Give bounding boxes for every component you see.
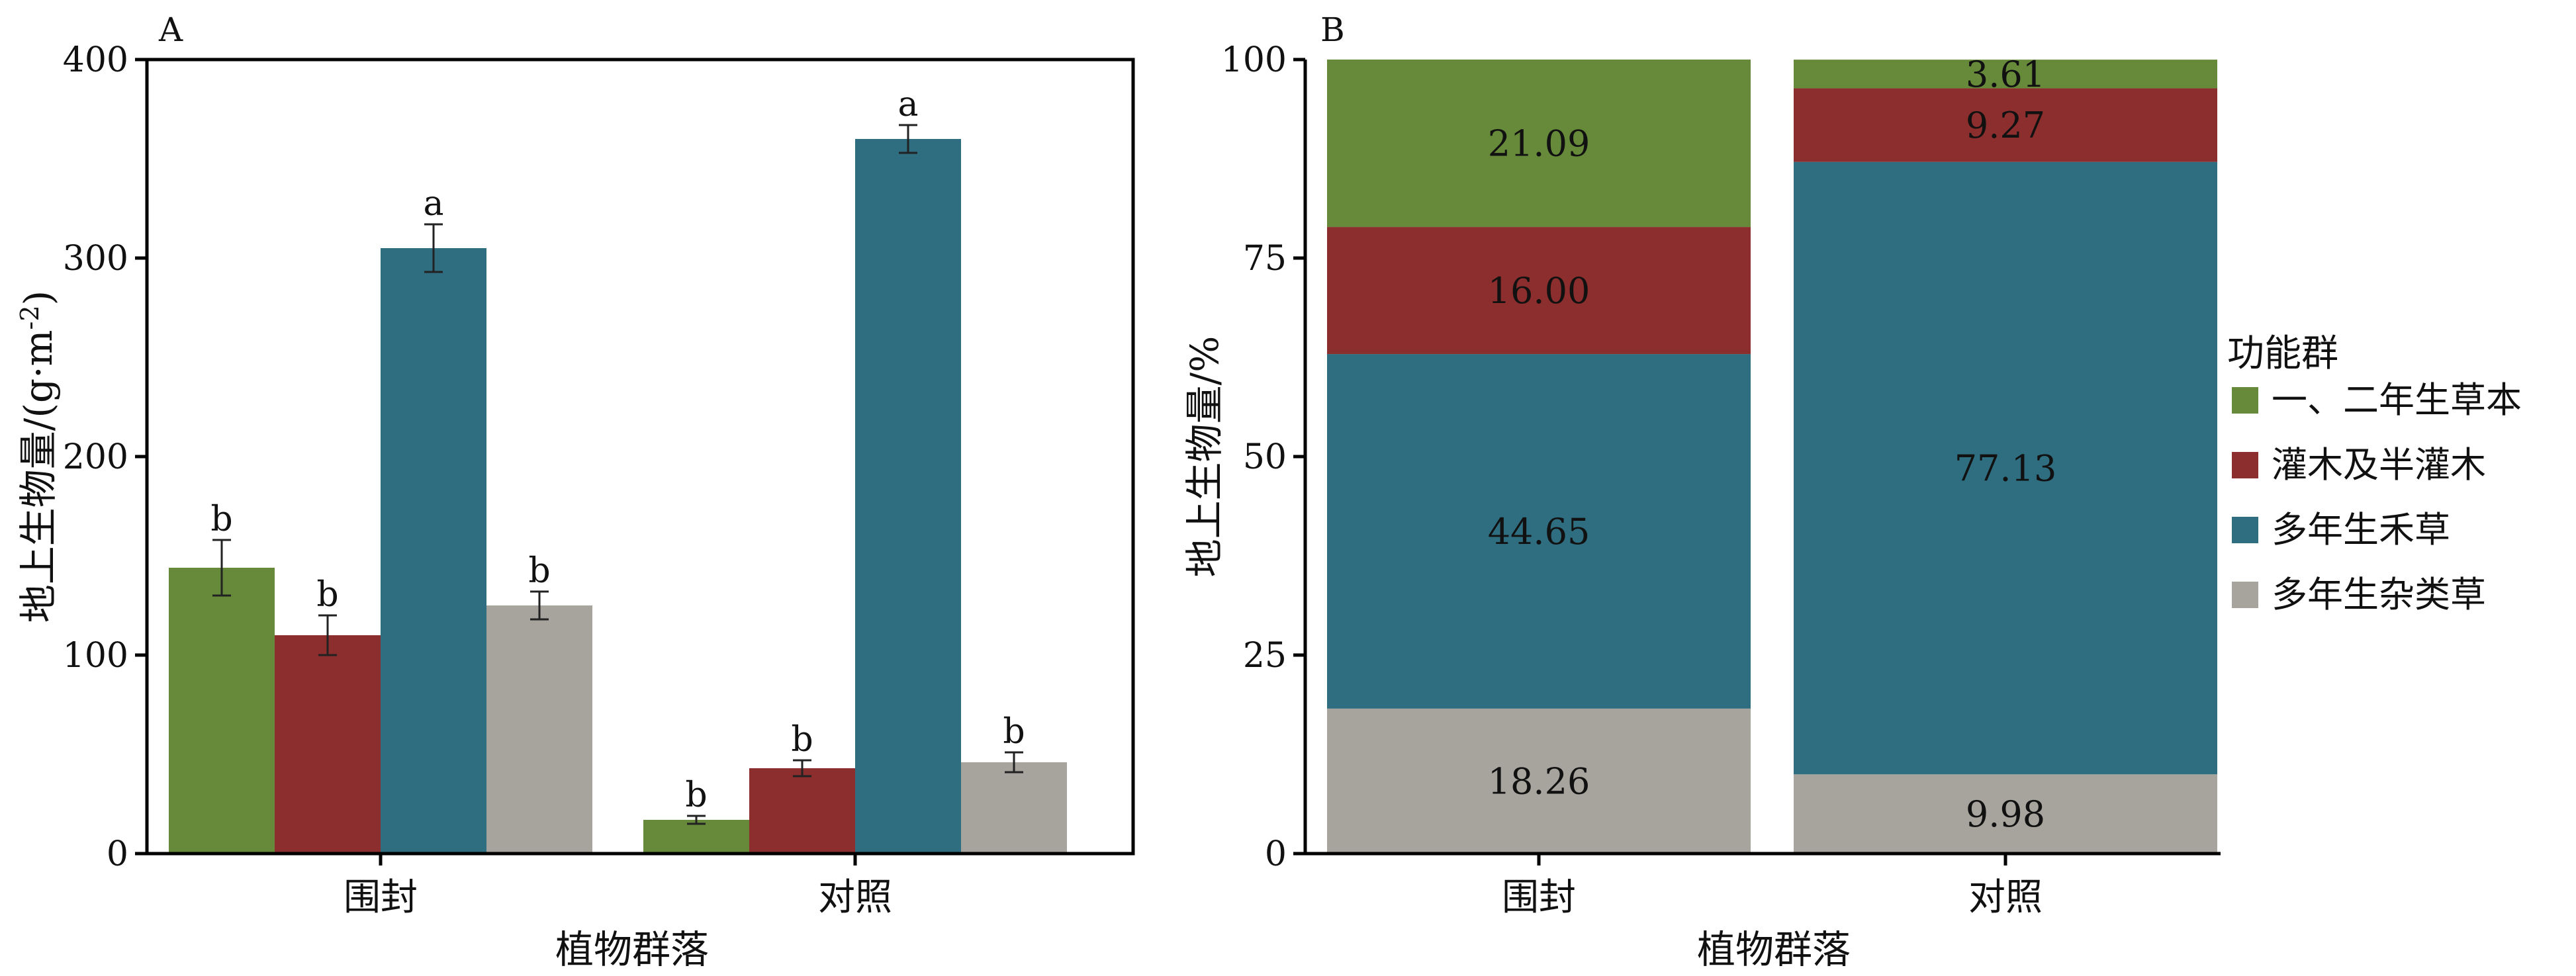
bar bbox=[855, 139, 961, 854]
y-tick-label: 0 bbox=[107, 834, 128, 874]
x-tick-label: 对照 bbox=[1968, 876, 2043, 919]
significance-letter: b bbox=[316, 575, 338, 615]
x-axis-title: 植物群落 bbox=[555, 927, 709, 972]
significance-letter: b bbox=[528, 551, 550, 591]
legend-label: 灌木及半灌木 bbox=[2272, 444, 2486, 486]
significance-letter: b bbox=[791, 720, 813, 760]
legend-label: 多年生杂类草 bbox=[2272, 574, 2486, 615]
bar bbox=[749, 768, 855, 854]
y-axis-title: 地上生物量/% bbox=[1182, 336, 1227, 578]
legend-title: 功能群 bbox=[2227, 332, 2338, 375]
legend-swatch bbox=[2232, 582, 2258, 608]
stacked-segment bbox=[1794, 774, 2217, 854]
panel-label: A bbox=[158, 11, 183, 49]
bar bbox=[486, 605, 592, 854]
segment-value-label: 9.98 bbox=[1966, 793, 2045, 835]
y-tick-label: 75 bbox=[1243, 239, 1287, 279]
bar bbox=[643, 820, 749, 854]
chart-panel-b: B 18.26 44.65 16.00 21.09 9.98 77.13 9.27 3.61 0 2… bbox=[1182, 11, 2522, 972]
legend-label: 多年生禾草 bbox=[2272, 509, 2450, 551]
y-tick-label: 400 bbox=[63, 40, 128, 80]
y-tick-label: 50 bbox=[1243, 437, 1287, 477]
y-tick-label: 25 bbox=[1243, 636, 1287, 676]
x-tick-label: 围封 bbox=[344, 876, 418, 919]
segment-value-label: 16.00 bbox=[1488, 270, 1590, 312]
significance-letter: a bbox=[897, 85, 918, 124]
stacked-segment bbox=[1327, 354, 1751, 709]
legend-swatch bbox=[2232, 517, 2258, 543]
y-axis-title-close: ) bbox=[16, 290, 61, 306]
y-tick-label: 100 bbox=[63, 636, 128, 676]
bar bbox=[381, 248, 486, 854]
significance-letter: b bbox=[1003, 712, 1025, 752]
stacked-segment bbox=[1327, 60, 1751, 228]
x-tick-label: 对照 bbox=[818, 876, 892, 919]
legend-swatch bbox=[2232, 452, 2258, 478]
significance-letter: a bbox=[423, 184, 443, 224]
y-tick-label: 200 bbox=[63, 437, 128, 477]
stacked-segment bbox=[1794, 161, 2217, 775]
x-tick-label: 围封 bbox=[1502, 876, 1576, 919]
segment-value-label: 9.27 bbox=[1966, 105, 2045, 146]
bar bbox=[275, 635, 381, 854]
segment-value-label: 21.09 bbox=[1488, 123, 1590, 165]
significance-letter: b bbox=[210, 500, 232, 539]
y-axis-title-main: 地上生物量/(g·m bbox=[16, 330, 61, 623]
legend-swatch bbox=[2232, 387, 2258, 414]
bar bbox=[961, 762, 1067, 854]
panel-label: B bbox=[1320, 11, 1345, 49]
segment-value-label: 3.61 bbox=[1966, 54, 2045, 95]
y-axis-title: 地上生物量/(g·m-2) bbox=[15, 290, 61, 623]
legend-label: 一、二年生草本 bbox=[2272, 379, 2522, 421]
segment-value-label: 77.13 bbox=[1955, 447, 2057, 489]
segment-value-label: 18.26 bbox=[1488, 760, 1590, 802]
significance-letter: b bbox=[685, 776, 707, 815]
y-tick-label: 300 bbox=[63, 239, 128, 279]
y-tick-label: 100 bbox=[1221, 40, 1287, 80]
stacked-segment bbox=[1794, 60, 2217, 89]
segment-value-label: 44.65 bbox=[1488, 511, 1590, 553]
y-tick-label: 0 bbox=[1265, 834, 1287, 874]
y-axis-title-superscript: -2 bbox=[15, 305, 44, 330]
x-axis-title: 植物群落 bbox=[1697, 927, 1851, 972]
stacked-segment bbox=[1327, 708, 1751, 854]
stacked-segment bbox=[1327, 227, 1751, 355]
bar bbox=[169, 568, 275, 854]
stacked-segment bbox=[1794, 88, 2217, 162]
